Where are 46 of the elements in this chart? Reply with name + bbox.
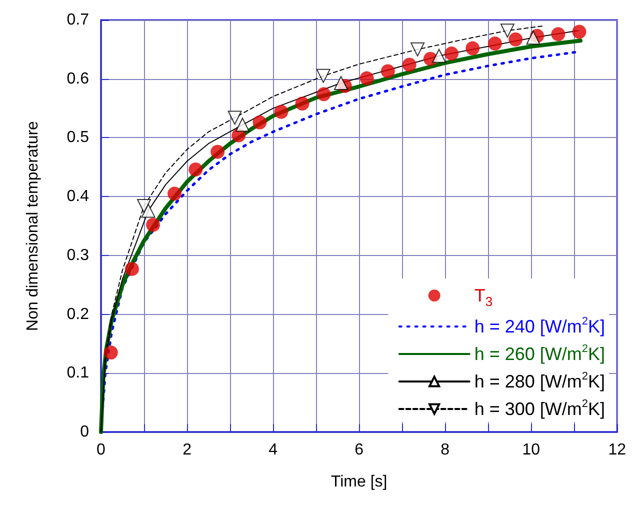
y-tick-label: 0.4 xyxy=(66,188,90,206)
point xyxy=(228,110,242,125)
x-tick-label: 4 xyxy=(268,442,278,458)
x-tick-label: 12 xyxy=(608,442,626,458)
point xyxy=(137,198,152,213)
x-tick-label: 10 xyxy=(522,442,540,458)
x-tick-label: 6 xyxy=(354,442,364,458)
point xyxy=(551,27,566,42)
x-tick-label: 8 xyxy=(440,442,450,458)
y-tick-label: 0.6 xyxy=(66,70,90,88)
y-tick-label: 0.5 xyxy=(66,129,90,146)
point xyxy=(526,30,540,45)
point xyxy=(508,32,523,46)
point xyxy=(252,115,267,130)
point xyxy=(210,144,225,159)
point xyxy=(500,24,514,38)
point xyxy=(104,346,118,360)
point xyxy=(380,64,395,78)
y-tick-label: 0.7 xyxy=(66,12,90,28)
point xyxy=(236,118,250,132)
x-tick-label: 2 xyxy=(182,442,192,458)
point xyxy=(188,162,203,176)
point xyxy=(572,24,586,39)
y-tick-label: 0.2 xyxy=(66,306,90,323)
point xyxy=(168,186,182,201)
point xyxy=(146,218,160,232)
point xyxy=(360,71,374,86)
point xyxy=(334,76,348,90)
point xyxy=(124,262,139,276)
point xyxy=(466,41,480,56)
y-tick-label: 0.1 xyxy=(66,364,90,382)
point xyxy=(410,42,425,56)
point xyxy=(488,36,502,51)
point xyxy=(141,204,156,218)
point xyxy=(316,87,331,102)
x-axis-title: Time [s] xyxy=(330,474,388,490)
x-tick-label: 0 xyxy=(96,442,106,458)
point xyxy=(316,68,330,83)
point xyxy=(274,104,288,119)
point xyxy=(295,96,310,111)
y-tick-label: 0 xyxy=(80,424,90,440)
point xyxy=(444,46,459,61)
y-tick-label: 0.3 xyxy=(66,246,90,264)
point xyxy=(432,48,446,63)
y-axis-title: Non dimensional temperature xyxy=(24,120,42,331)
point xyxy=(402,58,416,72)
